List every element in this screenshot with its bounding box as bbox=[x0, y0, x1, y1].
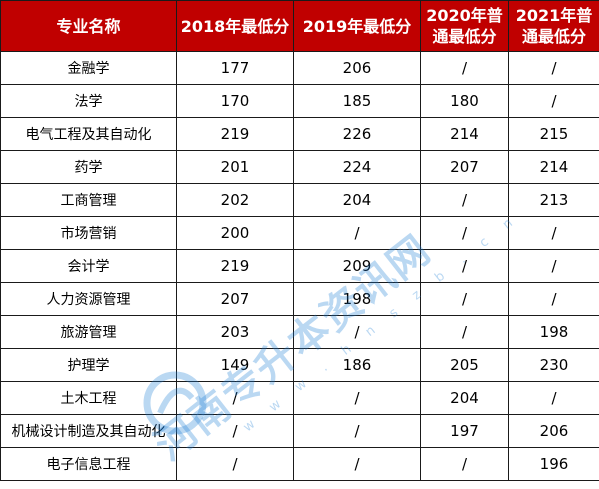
score-cell: / bbox=[421, 52, 509, 85]
major-name-cell: 土木工程 bbox=[1, 382, 177, 415]
score-cell: / bbox=[294, 217, 421, 250]
score-cell: 204 bbox=[421, 382, 509, 415]
score-cell: 185 bbox=[294, 85, 421, 118]
score-cell: 186 bbox=[294, 349, 421, 382]
score-cell: 202 bbox=[177, 184, 294, 217]
major-name-cell: 人力资源管理 bbox=[1, 283, 177, 316]
column-header-3: 2020年普通最低分 bbox=[421, 1, 509, 52]
score-cell: / bbox=[294, 316, 421, 349]
score-cell: / bbox=[509, 382, 599, 415]
score-cell: / bbox=[421, 184, 509, 217]
score-cell: / bbox=[294, 415, 421, 448]
score-cell: 207 bbox=[421, 151, 509, 184]
score-cell: 198 bbox=[294, 283, 421, 316]
score-cell: 213 bbox=[509, 184, 599, 217]
score-cell: 149 bbox=[177, 349, 294, 382]
score-cell: 203 bbox=[177, 316, 294, 349]
score-cell: 214 bbox=[509, 151, 599, 184]
major-name-cell: 工商管理 bbox=[1, 184, 177, 217]
major-name-cell: 会计学 bbox=[1, 250, 177, 283]
score-cell: 209 bbox=[294, 250, 421, 283]
score-cell: / bbox=[509, 85, 599, 118]
major-name-cell: 机械设计制造及其自动化 bbox=[1, 415, 177, 448]
score-cell: 224 bbox=[294, 151, 421, 184]
table-row: 土木工程//204/ bbox=[1, 382, 599, 415]
score-cell: 200 bbox=[177, 217, 294, 250]
score-cell: 214 bbox=[421, 118, 509, 151]
major-name-cell: 药学 bbox=[1, 151, 177, 184]
score-cell: 196 bbox=[509, 448, 599, 481]
score-cell: 205 bbox=[421, 349, 509, 382]
score-cell: 219 bbox=[177, 118, 294, 151]
column-header-0: 专业名称 bbox=[1, 1, 177, 52]
major-name-cell: 市场营销 bbox=[1, 217, 177, 250]
major-name-cell: 护理学 bbox=[1, 349, 177, 382]
score-cell: 230 bbox=[509, 349, 599, 382]
score-cell: 206 bbox=[509, 415, 599, 448]
major-name-cell: 电子信息工程 bbox=[1, 448, 177, 481]
score-cell: / bbox=[421, 448, 509, 481]
score-cell: 207 bbox=[177, 283, 294, 316]
score-cell: 226 bbox=[294, 118, 421, 151]
score-cell: 201 bbox=[177, 151, 294, 184]
score-cell: 197 bbox=[421, 415, 509, 448]
major-name-cell: 法学 bbox=[1, 85, 177, 118]
score-cell: 204 bbox=[294, 184, 421, 217]
major-name-cell: 旅游管理 bbox=[1, 316, 177, 349]
score-cell: / bbox=[177, 382, 294, 415]
score-cell: / bbox=[177, 448, 294, 481]
score-cell: 198 bbox=[509, 316, 599, 349]
score-cell: / bbox=[421, 283, 509, 316]
score-cell: 170 bbox=[177, 85, 294, 118]
score-cell: / bbox=[421, 217, 509, 250]
score-cell: / bbox=[509, 283, 599, 316]
column-header-1: 2018年最低分 bbox=[177, 1, 294, 52]
score-cell: 206 bbox=[294, 52, 421, 85]
score-cell: / bbox=[421, 316, 509, 349]
major-name-cell: 金融学 bbox=[1, 52, 177, 85]
score-cell: / bbox=[294, 448, 421, 481]
score-cell: 215 bbox=[509, 118, 599, 151]
score-cell: / bbox=[294, 382, 421, 415]
major-name-cell: 电气工程及其自动化 bbox=[1, 118, 177, 151]
score-cell: / bbox=[421, 250, 509, 283]
score-cell: 219 bbox=[177, 250, 294, 283]
column-header-2: 2019年最低分 bbox=[294, 1, 421, 52]
score-cell: / bbox=[509, 250, 599, 283]
score-cell: / bbox=[509, 52, 599, 85]
score-cell: / bbox=[177, 415, 294, 448]
column-header-4: 2021年普通最低分 bbox=[509, 1, 599, 52]
score-cell: 177 bbox=[177, 52, 294, 85]
score-cell: / bbox=[509, 217, 599, 250]
score-cell: 180 bbox=[421, 85, 509, 118]
table-row: 电子信息工程///196 bbox=[1, 448, 599, 481]
